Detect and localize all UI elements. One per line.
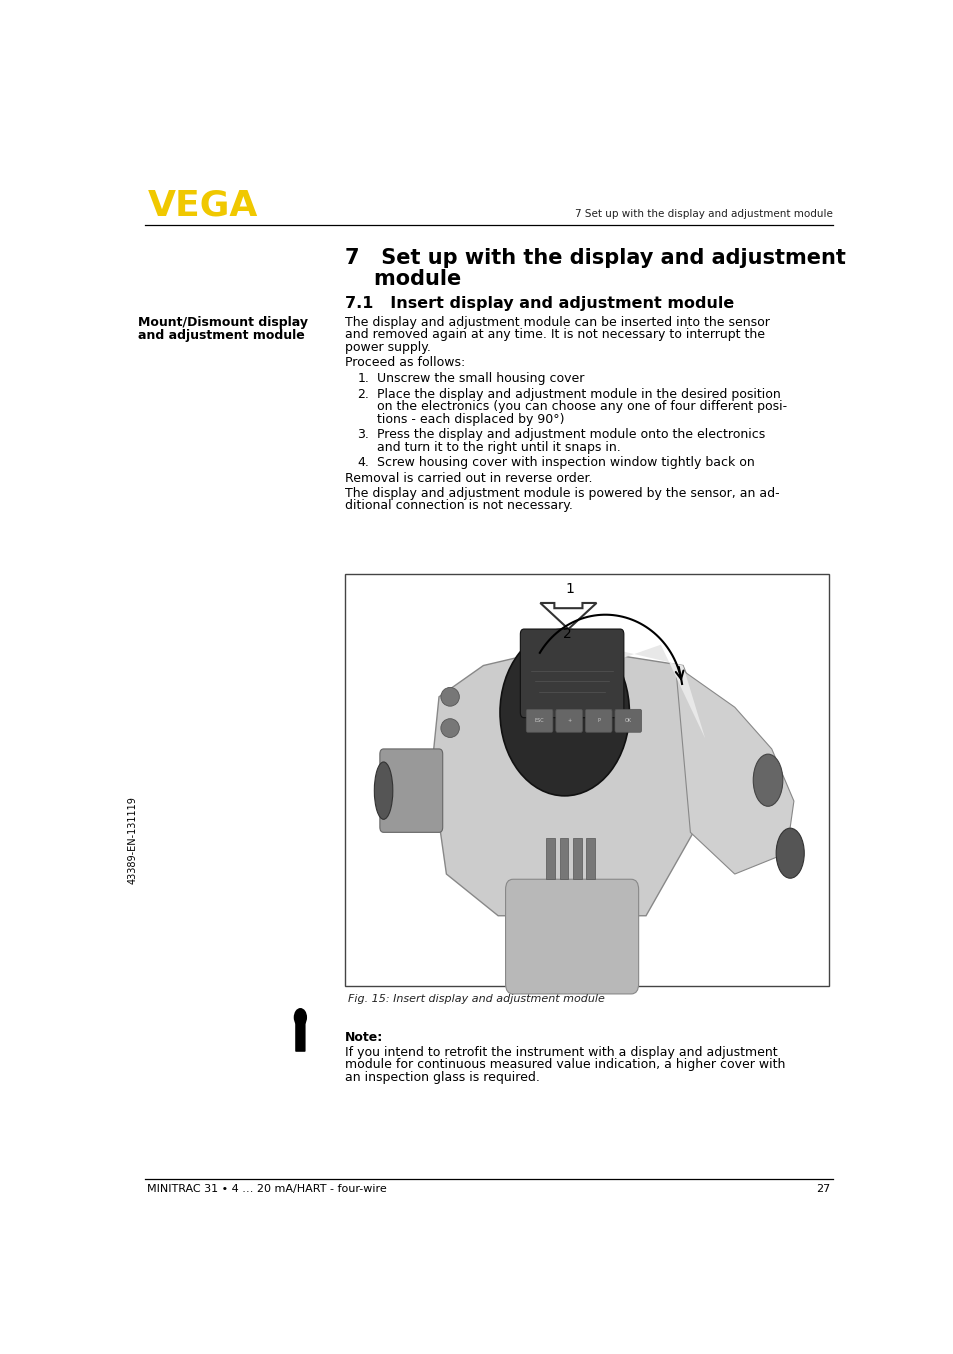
Text: 4.: 4. bbox=[357, 456, 369, 470]
FancyBboxPatch shape bbox=[585, 709, 612, 733]
Text: +: + bbox=[566, 718, 571, 723]
Text: and adjustment module: and adjustment module bbox=[137, 329, 304, 343]
Text: Mount/Dismount display: Mount/Dismount display bbox=[137, 315, 308, 329]
Text: If you intend to retrofit the instrument with a display and adjustment: If you intend to retrofit the instrument… bbox=[344, 1045, 777, 1059]
Polygon shape bbox=[675, 666, 793, 875]
Text: 1.: 1. bbox=[357, 372, 369, 385]
Polygon shape bbox=[431, 650, 712, 915]
Ellipse shape bbox=[776, 829, 803, 879]
Text: and turn it to the right until it snaps in.: and turn it to the right until it snaps … bbox=[376, 441, 619, 454]
FancyBboxPatch shape bbox=[294, 1021, 305, 1052]
Text: ESC: ESC bbox=[535, 718, 544, 723]
Text: 2.: 2. bbox=[357, 387, 369, 401]
FancyBboxPatch shape bbox=[585, 838, 595, 879]
Ellipse shape bbox=[753, 754, 782, 806]
Text: 2: 2 bbox=[562, 627, 571, 642]
Text: Unscrew the small housing cover: Unscrew the small housing cover bbox=[376, 372, 583, 385]
Text: tions - each displaced by 90°): tions - each displaced by 90°) bbox=[376, 413, 563, 425]
FancyBboxPatch shape bbox=[572, 838, 581, 879]
Text: module for continuous measured value indication, a higher cover with: module for continuous measured value ind… bbox=[344, 1057, 784, 1071]
Ellipse shape bbox=[440, 688, 458, 707]
Polygon shape bbox=[539, 603, 596, 630]
Text: Fig. 15: Insert display and adjustment module: Fig. 15: Insert display and adjustment m… bbox=[348, 994, 605, 1005]
Text: 3.: 3. bbox=[357, 428, 369, 441]
FancyBboxPatch shape bbox=[559, 838, 568, 879]
Text: The display and adjustment module is powered by the sensor, an ad-: The display and adjustment module is pow… bbox=[344, 486, 779, 500]
Text: Screw housing cover with inspection window tightly back on: Screw housing cover with inspection wind… bbox=[376, 456, 754, 470]
FancyBboxPatch shape bbox=[505, 879, 638, 994]
Text: Press the display and adjustment module onto the electronics: Press the display and adjustment module … bbox=[376, 428, 764, 441]
Text: VEGA: VEGA bbox=[147, 188, 257, 222]
Text: OK: OK bbox=[624, 718, 631, 723]
Text: 7 Set up with the display and adjustment module: 7 Set up with the display and adjustment… bbox=[575, 210, 832, 219]
Text: power supply.: power supply. bbox=[344, 341, 430, 353]
Text: on the electronics (you can choose any one of four different posi-: on the electronics (you can choose any o… bbox=[376, 401, 786, 413]
FancyBboxPatch shape bbox=[344, 574, 828, 986]
Text: Place the display and adjustment module in the desired position: Place the display and adjustment module … bbox=[376, 387, 780, 401]
FancyBboxPatch shape bbox=[546, 838, 555, 879]
Text: Removal is carried out in reverse order.: Removal is carried out in reverse order. bbox=[344, 473, 592, 485]
FancyBboxPatch shape bbox=[519, 630, 623, 718]
Ellipse shape bbox=[440, 719, 458, 738]
Ellipse shape bbox=[374, 762, 393, 819]
Text: P: P bbox=[597, 718, 599, 723]
Text: an inspection glass is required.: an inspection glass is required. bbox=[344, 1071, 539, 1083]
Text: The display and adjustment module can be inserted into the sensor: The display and adjustment module can be… bbox=[344, 315, 769, 329]
Text: 27: 27 bbox=[816, 1185, 830, 1194]
Text: 43389-EN-131119: 43389-EN-131119 bbox=[128, 796, 137, 884]
Text: 7.1   Insert display and adjustment module: 7.1 Insert display and adjustment module bbox=[344, 297, 733, 311]
Text: module: module bbox=[344, 269, 460, 288]
Text: 7   Set up with the display and adjustment: 7 Set up with the display and adjustment bbox=[344, 248, 844, 268]
Circle shape bbox=[294, 1007, 307, 1026]
Text: Note:: Note: bbox=[344, 1030, 382, 1044]
Ellipse shape bbox=[499, 630, 629, 796]
FancyBboxPatch shape bbox=[379, 749, 442, 833]
Text: ditional connection is not necessary.: ditional connection is not necessary. bbox=[344, 500, 572, 512]
Polygon shape bbox=[601, 645, 704, 738]
FancyBboxPatch shape bbox=[615, 709, 641, 733]
Text: and removed again at any time. It is not necessary to interrupt the: and removed again at any time. It is not… bbox=[344, 328, 764, 341]
Text: 1: 1 bbox=[565, 582, 574, 596]
FancyBboxPatch shape bbox=[556, 709, 582, 733]
Text: MINITRAC 31 • 4 … 20 mA/HART - four-wire: MINITRAC 31 • 4 … 20 mA/HART - four-wire bbox=[147, 1185, 387, 1194]
Text: Proceed as follows:: Proceed as follows: bbox=[344, 356, 464, 370]
FancyBboxPatch shape bbox=[526, 709, 553, 733]
